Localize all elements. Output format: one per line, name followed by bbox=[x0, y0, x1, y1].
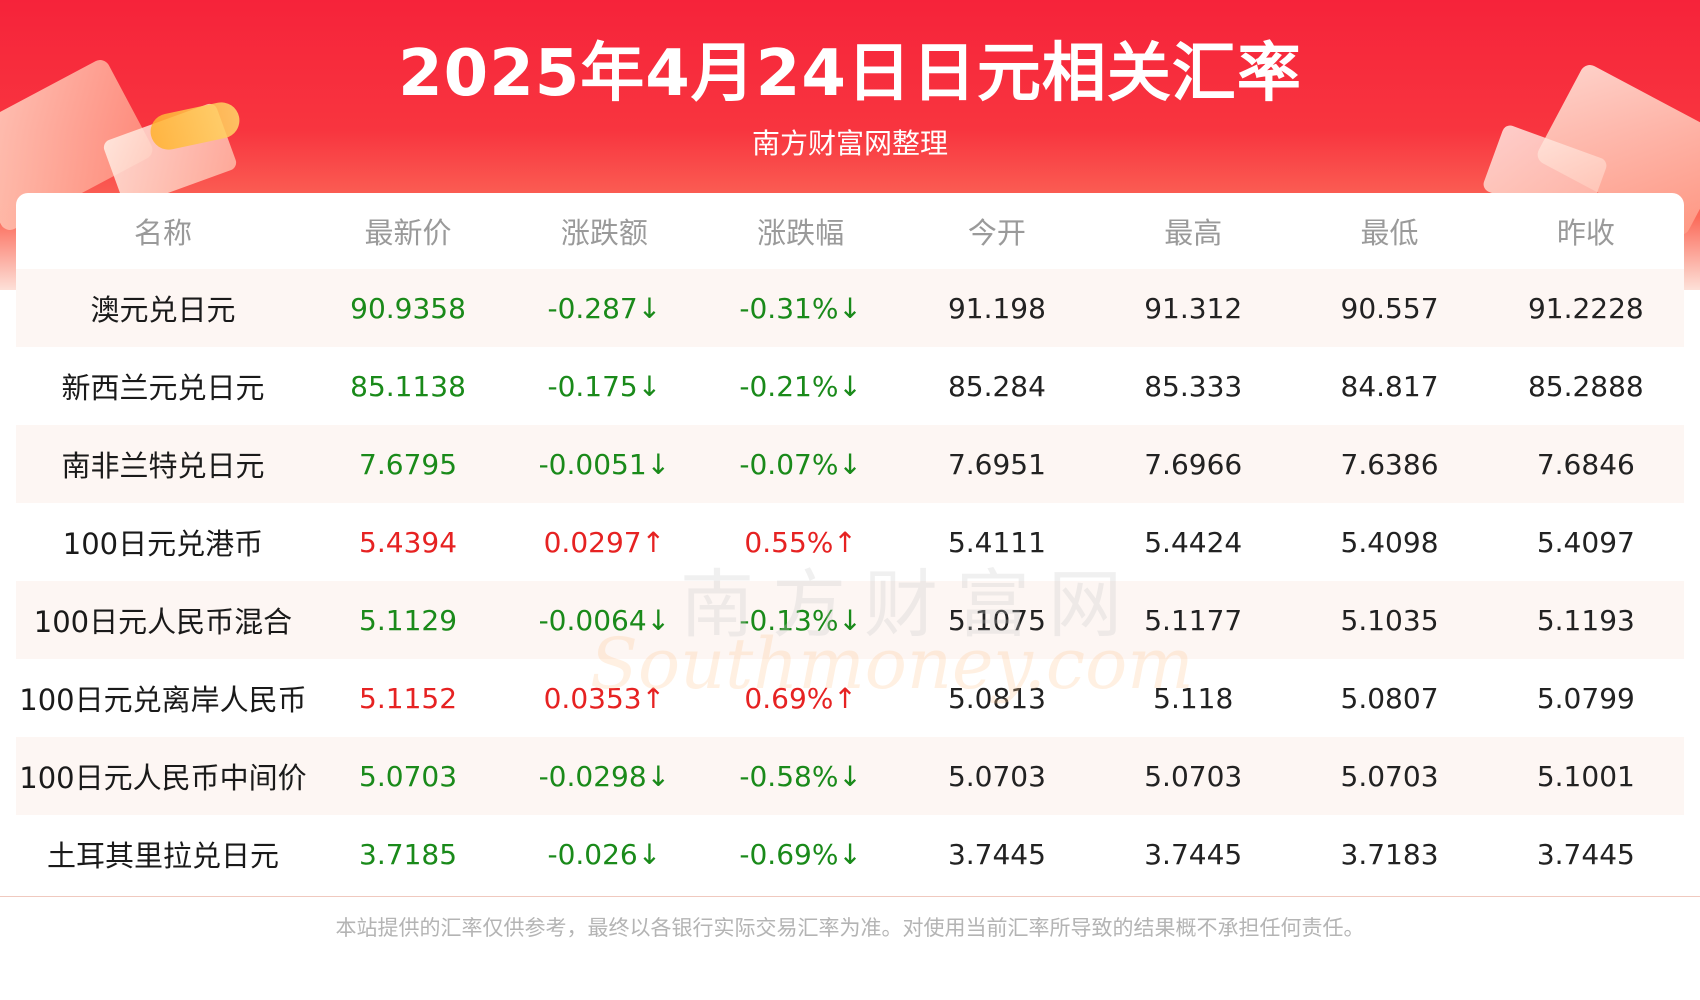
page-subtitle: 南方财富网整理 bbox=[751, 127, 948, 160]
cell-high: 3.7445 bbox=[1144, 837, 1243, 871]
cell-latest: 5.4394 bbox=[359, 525, 458, 559]
table-row: 100日元人民币中间价 5.0703 -0.0298↓ -0.58%↓ 5.0703 5.… bbox=[16, 737, 1684, 815]
column-header-low: 最低 bbox=[1360, 216, 1419, 250]
cell-change: -0.0064↓ bbox=[506, 581, 703, 659]
cell-open: 5.0703 bbox=[898, 737, 1096, 815]
table-row: 100日元人民币混合 5.1129 -0.0064↓ -0.13%↓ 5.1075 5.1… bbox=[16, 581, 1684, 659]
cell-high: 85.333 bbox=[1144, 369, 1243, 403]
table-row: 新西兰元兑日元 85.1138 -0.175↓ -0.21%↓ 85.284 85.333… bbox=[16, 347, 1684, 425]
cell-name: 南非兰特兑日元 bbox=[16, 425, 310, 503]
table-row: 土耳其里拉兑日元 3.7185 -0.026↓ -0.69%↓ 3.7445 3.7445… bbox=[16, 815, 1684, 893]
cell-name: 澳元兑日元 bbox=[16, 269, 310, 347]
cell-high: 7.6966 bbox=[1095, 425, 1292, 503]
cell-change-pct: 0.69%↑ bbox=[744, 681, 857, 715]
cell-low: 5.0703 bbox=[1291, 737, 1488, 815]
cell-low: 5.0807 bbox=[1340, 681, 1439, 715]
cell-low: 5.4098 bbox=[1340, 525, 1439, 559]
cell-open: 91.198 bbox=[898, 269, 1096, 347]
table-header-row: 名称 最新价 涨跌额 涨跌幅 今开 最高 最低 昨收 bbox=[16, 193, 1684, 269]
cell-change-pct: -0.07%↓ bbox=[702, 425, 899, 503]
cell-change: 0.0353↑ bbox=[543, 681, 666, 715]
disclaimer-text: 本站提供的汇率仅供参考，最终以各银行实际交易汇率为准。对使用当前汇率所导致的结果… bbox=[335, 916, 1365, 940]
cell-prev-close: 3.7445 bbox=[1536, 837, 1635, 871]
column-header-change-pct: 涨跌幅 bbox=[757, 216, 845, 250]
cell-change: -0.0298↓ bbox=[506, 737, 703, 815]
cell-prev-close: 7.6846 bbox=[1487, 425, 1684, 503]
cell-prev-close: 91.2228 bbox=[1487, 269, 1684, 347]
cell-high: 5.4424 bbox=[1144, 525, 1243, 559]
cell-name: 100日元兑港币 bbox=[62, 527, 264, 561]
cell-high: 91.312 bbox=[1095, 269, 1292, 347]
table-row: 南非兰特兑日元 7.6795 -0.0051↓ -0.07%↓ 7.6951 7.6966… bbox=[16, 425, 1684, 503]
cell-latest: 5.1129 bbox=[309, 581, 507, 659]
cell-change: -0.287↓ bbox=[506, 269, 703, 347]
cell-low: 84.817 bbox=[1340, 369, 1439, 403]
cell-change-pct: 0.55%↑ bbox=[744, 525, 857, 559]
cell-prev-close: 5.1001 bbox=[1487, 737, 1684, 815]
column-header-change: 涨跌额 bbox=[560, 216, 648, 250]
cell-latest: 90.9358 bbox=[309, 269, 507, 347]
cell-low: 7.6386 bbox=[1291, 425, 1488, 503]
column-header-name: 名称 bbox=[133, 216, 192, 250]
column-header-latest: 最新价 bbox=[364, 216, 452, 250]
cell-change-pct: -0.69%↓ bbox=[739, 837, 862, 871]
cell-name: 100日元兑离岸人民币 bbox=[19, 683, 307, 717]
cell-latest: 5.0703 bbox=[309, 737, 507, 815]
cell-change-pct: -0.21%↓ bbox=[739, 369, 862, 403]
cell-open: 7.6951 bbox=[898, 425, 1096, 503]
cell-low: 3.7183 bbox=[1340, 837, 1439, 871]
cell-change: -0.0051↓ bbox=[506, 425, 703, 503]
cell-open: 5.1075 bbox=[898, 581, 1096, 659]
cell-change-pct: -0.31%↓ bbox=[702, 269, 899, 347]
exchange-rate-table: 名称 最新价 涨跌额 涨跌幅 今开 最高 最低 昨收 澳元兑日元 90.9358-… bbox=[16, 193, 1684, 893]
column-header-high: 最高 bbox=[1164, 216, 1223, 250]
cell-name: 100日元人民币混合 bbox=[16, 581, 310, 659]
column-header-open: 今开 bbox=[967, 216, 1026, 250]
cell-change-pct: -0.58%↓ bbox=[702, 737, 899, 815]
cell-prev-close: 5.1193 bbox=[1487, 581, 1684, 659]
cell-latest: 5.1152 bbox=[359, 681, 458, 715]
footer-divider bbox=[0, 896, 1700, 897]
cell-open: 3.7445 bbox=[947, 837, 1046, 871]
table-row: 澳元兑日元 90.9358 -0.287↓ -0.31%↓ 91.198 91.312 90… bbox=[16, 269, 1684, 347]
cell-change: -0.026↓ bbox=[547, 837, 662, 871]
cell-prev-close: 85.2888 bbox=[1527, 369, 1644, 403]
cell-latest: 3.7185 bbox=[359, 837, 458, 871]
cell-prev-close: 5.4097 bbox=[1536, 525, 1635, 559]
cell-open: 85.284 bbox=[947, 369, 1046, 403]
cell-low: 90.557 bbox=[1291, 269, 1488, 347]
cell-high: 5.118 bbox=[1153, 681, 1234, 715]
cell-open: 5.4111 bbox=[947, 525, 1046, 559]
cell-latest: 7.6795 bbox=[309, 425, 507, 503]
cell-high: 5.0703 bbox=[1095, 737, 1292, 815]
cell-low: 5.1035 bbox=[1291, 581, 1488, 659]
cell-high: 5.1177 bbox=[1095, 581, 1292, 659]
cell-open: 5.0813 bbox=[947, 681, 1046, 715]
table-row: 100日元兑港币 5.4394 0.0297↑ 0.55%↑ 5.4111 5.4424 5… bbox=[16, 503, 1684, 581]
cell-name: 100日元人民币中间价 bbox=[16, 737, 310, 815]
cell-name: 新西兰元兑日元 bbox=[61, 371, 265, 405]
cell-change: 0.0297↑ bbox=[543, 525, 666, 559]
cell-name: 土耳其里拉兑日元 bbox=[46, 839, 279, 873]
column-header-prev-close: 昨收 bbox=[1556, 216, 1615, 250]
cell-change: -0.175↓ bbox=[547, 369, 662, 403]
table-row: 100日元兑离岸人民币 5.1152 0.0353↑ 0.69%↑ 5.0813 5.11… bbox=[16, 659, 1684, 737]
cell-latest: 85.1138 bbox=[350, 369, 466, 403]
cell-prev-close: 5.0799 bbox=[1536, 681, 1635, 715]
cell-change-pct: -0.13%↓ bbox=[702, 581, 899, 659]
page-title: 2025年4月24日日元相关汇率 bbox=[398, 37, 1302, 111]
